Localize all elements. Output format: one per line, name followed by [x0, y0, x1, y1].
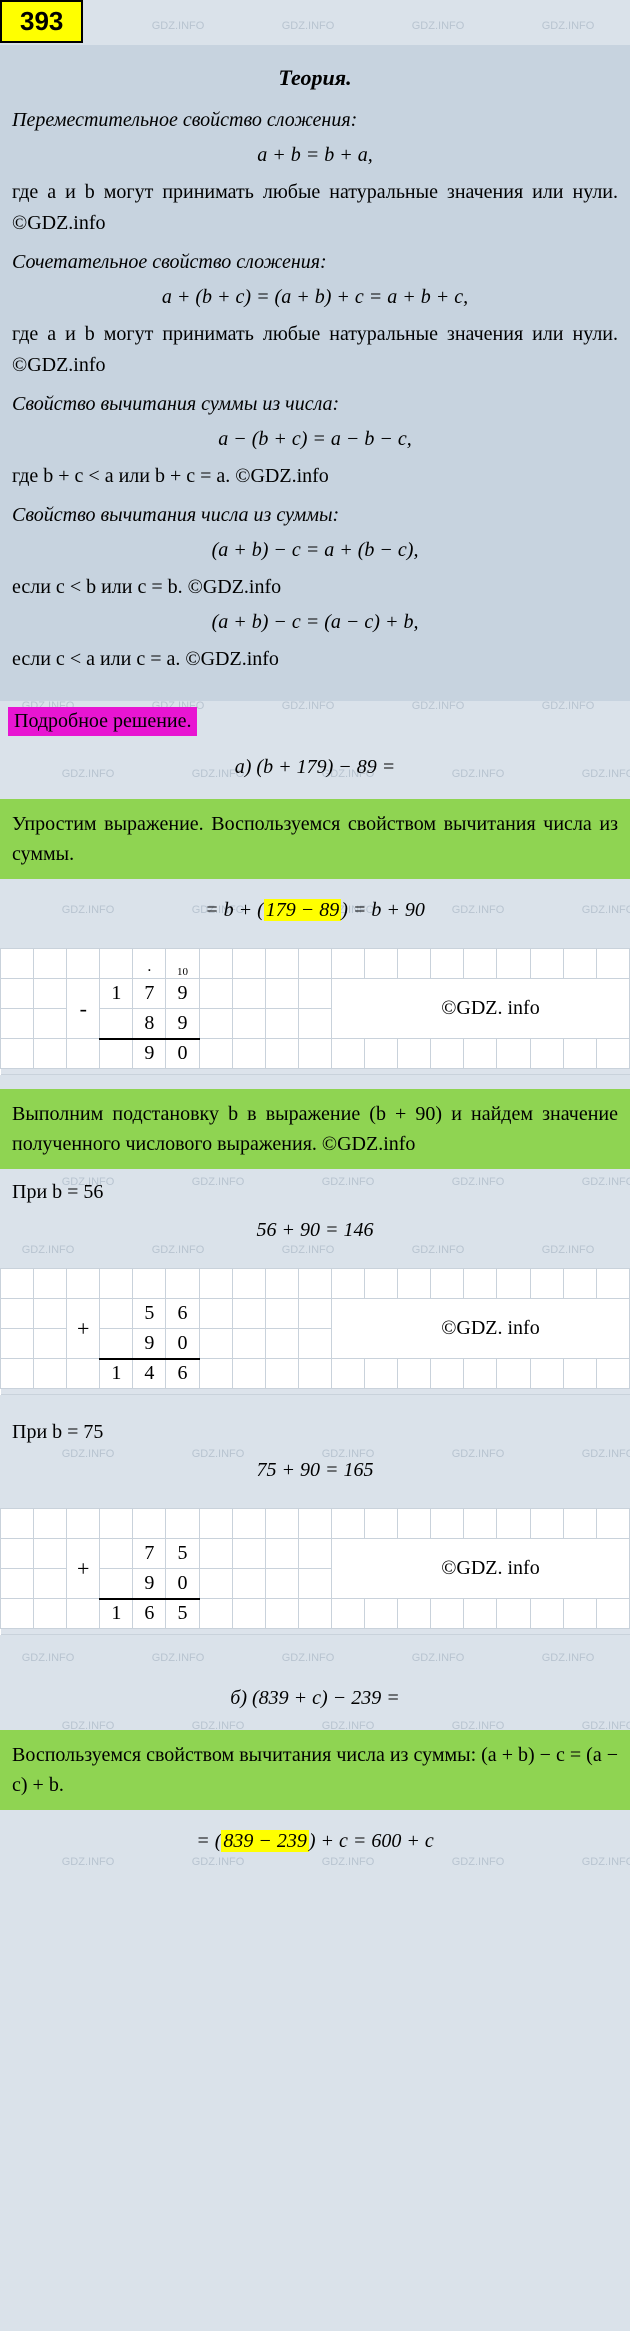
copyright: ©GDZ. info — [331, 1539, 629, 1599]
d: 0 — [166, 1569, 199, 1599]
theory-f1: a + b = b + a, — [12, 144, 618, 167]
d: 8 — [133, 1009, 166, 1039]
exprb-post: ) + c = 600 + c — [309, 1830, 434, 1852]
green-note-1: Упростим выражение. Воспользуемся свойст… — [0, 799, 630, 879]
d: 6 — [166, 1359, 199, 1389]
d: 5 — [166, 1539, 199, 1569]
expr2-post: ) = b + 90 — [341, 899, 425, 921]
d: 7 — [133, 979, 166, 1009]
d: 1 — [100, 979, 133, 1009]
solution-header: Подробное решение. — [8, 707, 197, 736]
part-a-expr2: = b + (179 − 89) = b + 90 — [12, 899, 618, 922]
theory-f2: a + (b + c) = (a + b) + c = a + b + c, — [12, 286, 618, 309]
case1-expr: 56 + 90 = 146 — [12, 1219, 618, 1242]
exprb-hl: 839 − 239 — [221, 1830, 309, 1852]
theory-p3b: где b + c < a или b + c = a. ©GDZ.info — [12, 461, 618, 492]
d: 0 — [166, 1329, 199, 1359]
theory-p4b: если c < b или c = b. ©GDZ.info — [12, 572, 618, 603]
theory-p2b: где a и b могут принимать любые натураль… — [12, 319, 618, 381]
op-plus: + — [67, 1299, 100, 1359]
d: 4 — [133, 1359, 166, 1389]
calc-table-1: .10 -179©GDZ. info 89 90 — [0, 948, 630, 1075]
theory-title: Теория. — [12, 65, 618, 91]
theory-p1: Переместительное свойство сложения: — [12, 105, 618, 136]
d: 5 — [166, 1599, 199, 1629]
part-b-expr2: = (839 − 239) + c = 600 + c — [12, 1830, 618, 1853]
case1-label: При b = 56 — [12, 1177, 618, 1207]
theory-p4: Свойство вычитания числа из суммы: — [12, 500, 618, 531]
copyright: ©GDZ. info — [331, 979, 629, 1039]
theory-p1b: где a и b могут принимать любые натураль… — [12, 177, 618, 239]
calc-table-3: +75 ©GDZ. info 90 165 — [0, 1508, 630, 1635]
d: 6 — [133, 1599, 166, 1629]
case2-expr: 75 + 90 = 165 — [12, 1459, 618, 1482]
op-minus: - — [67, 979, 100, 1039]
theory-f3: a − (b + c) = a − b − c, — [12, 428, 618, 451]
d: 9 — [133, 1569, 166, 1599]
expr2-hl: 179 − 89 — [264, 899, 342, 921]
d: 9 — [166, 1009, 199, 1039]
d: 0 — [166, 1039, 199, 1069]
d: 9 — [133, 1039, 166, 1069]
case2-label: При b = 75 — [12, 1417, 618, 1447]
exprb-pre: = ( — [196, 1830, 221, 1852]
problem-badge: 393 — [0, 0, 83, 43]
d: 1 — [100, 1359, 133, 1389]
part-a-expr1: а) (b + 179) − 89 = — [12, 756, 618, 779]
expr2-pre: = b + ( — [205, 899, 264, 921]
calc-table-2: +56 ©GDZ. info 90 146 — [0, 1268, 630, 1395]
d: 1 — [100, 1599, 133, 1629]
green-note-2: Выполним подстановку b в выражение (b + … — [0, 1089, 630, 1169]
d: 7 — [133, 1539, 166, 1569]
d: 9 — [166, 979, 199, 1009]
d: 9 — [133, 1329, 166, 1359]
theory-p2: Сочетательное свойство сложения: — [12, 247, 618, 278]
carry: 10 — [166, 949, 199, 979]
theory-p3: Свойство вычитания суммы из числа: — [12, 389, 618, 420]
d: 6 — [166, 1299, 199, 1329]
green-note-3: Воспользуемся свойством вычитания числа … — [0, 1730, 630, 1810]
theory-f5: (a + b) − c = (a − c) + b, — [12, 611, 618, 634]
part-b-expr1: б) (839 + c) − 239 = — [12, 1687, 618, 1710]
op-plus: + — [67, 1539, 100, 1599]
theory-f4: (a + b) − c = a + (b − c), — [12, 539, 618, 562]
theory-p5b: если c < a или c = a. ©GDZ.info — [12, 644, 618, 675]
d: 5 — [133, 1299, 166, 1329]
copyright: ©GDZ. info — [331, 1299, 629, 1359]
theory-section: Теория. Переместительное свойство сложен… — [0, 45, 630, 701]
